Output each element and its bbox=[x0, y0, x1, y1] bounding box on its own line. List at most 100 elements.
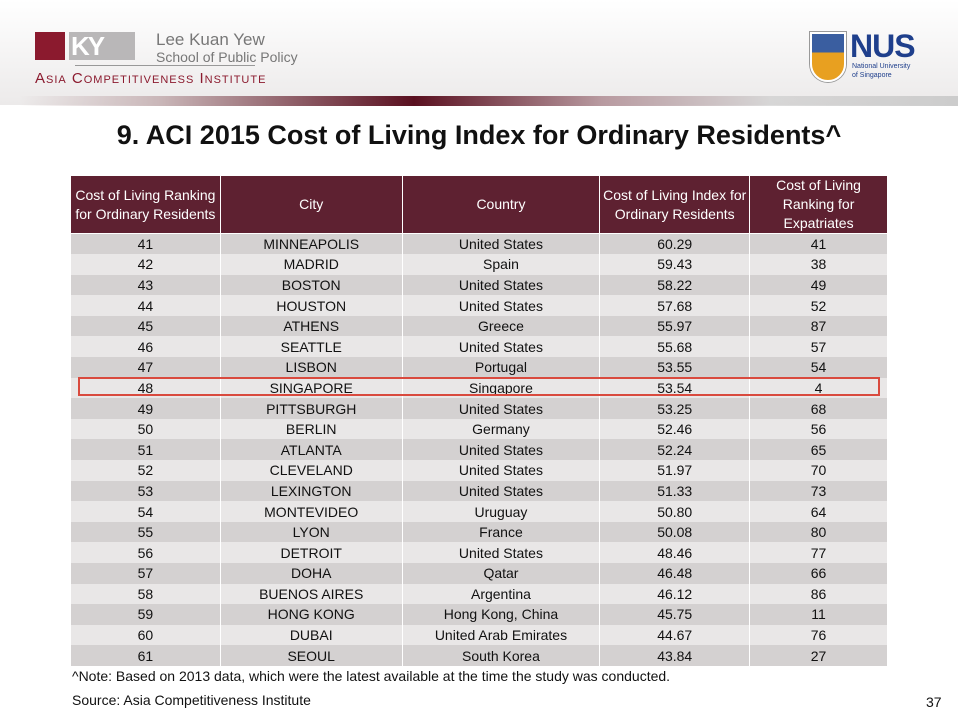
cell-city: MONTEVIDEO bbox=[219, 501, 403, 522]
cell-rank: 47 bbox=[70, 357, 221, 378]
cell-country: United States bbox=[401, 336, 601, 358]
cell-expat-rank: 54 bbox=[749, 357, 888, 378]
cell-country: Argentina bbox=[401, 583, 601, 605]
table-row: 56 DETROIT United States 48.46 77 bbox=[70, 542, 888, 563]
cell-city: LYON bbox=[219, 521, 403, 543]
cell-index: 53.54 bbox=[599, 377, 751, 399]
cell-country: Qatar bbox=[401, 563, 601, 584]
cell-expat-rank: 52 bbox=[749, 295, 888, 316]
slide-title: 9. ACI 2015 Cost of Living Index for Ord… bbox=[116, 120, 842, 150]
cell-city: SINGAPORE bbox=[219, 377, 403, 399]
cell-expat-rank: 80 bbox=[749, 521, 888, 543]
cell-rank: 41 bbox=[70, 233, 221, 255]
cell-city: HONG KONG bbox=[219, 604, 403, 625]
table-header-row: Cost of Living Ranking for Ordinary Resi… bbox=[70, 175, 888, 234]
cell-expat-rank: 76 bbox=[749, 624, 888, 646]
cell-expat-rank: 66 bbox=[749, 563, 888, 584]
cost-of-living-table: Cost of Living Ranking for Ordinary Resi… bbox=[70, 175, 888, 666]
nus-subtitle: National University of Singapore bbox=[852, 62, 910, 80]
cell-rank: 42 bbox=[70, 254, 221, 275]
cell-city: MADRID bbox=[219, 254, 403, 275]
cell-rank: 61 bbox=[70, 645, 221, 666]
cell-city: PITTSBURGH bbox=[219, 398, 403, 419]
lky-school: School of Public Policy bbox=[156, 49, 298, 65]
table-row: 45 ATHENS Greece 55.97 87 bbox=[70, 315, 888, 337]
cell-country: France bbox=[401, 521, 601, 543]
table-row: 61 SEOUL South Korea 43.84 27 bbox=[70, 645, 888, 666]
table-row: 59 HONG KONG Hong Kong, China 45.75 11 bbox=[70, 604, 888, 625]
cell-city: BOSTON bbox=[219, 274, 403, 296]
cell-index: 52.24 bbox=[599, 439, 751, 461]
cell-rank: 51 bbox=[70, 439, 221, 461]
cell-index: 55.68 bbox=[599, 336, 751, 358]
cell-index: 45.75 bbox=[599, 604, 751, 625]
cell-city: CLEVELAND bbox=[219, 460, 403, 481]
cell-country: Hong Kong, China bbox=[401, 604, 601, 625]
col-header-city: City bbox=[219, 175, 403, 234]
cell-rank: 57 bbox=[70, 563, 221, 584]
cell-country: Uruguay bbox=[401, 501, 601, 522]
table-row: 60 DUBAI United Arab Emirates 44.67 76 bbox=[70, 624, 888, 646]
page-number: 37 bbox=[926, 694, 942, 710]
nus-sub-1: National University bbox=[852, 63, 911, 70]
cell-rank: 58 bbox=[70, 583, 221, 605]
table-row: 54 MONTEVIDEO Uruguay 50.80 64 bbox=[70, 501, 888, 522]
col-header-country: Country bbox=[401, 175, 601, 234]
logo-square bbox=[35, 32, 65, 60]
nus-crest-icon bbox=[810, 32, 846, 82]
col-header-expat-rank: Cost of Living Ranking for Expatriates bbox=[749, 175, 888, 234]
cell-expat-rank: 4 bbox=[749, 377, 888, 399]
cell-city: ATHENS bbox=[219, 315, 403, 337]
cell-expat-rank: 27 bbox=[749, 645, 888, 666]
cell-country: United States bbox=[401, 460, 601, 481]
cell-index: 43.84 bbox=[599, 645, 751, 666]
cell-city: SEOUL bbox=[219, 645, 403, 666]
cell-expat-rank: 57 bbox=[749, 336, 888, 358]
cell-expat-rank: 86 bbox=[749, 583, 888, 605]
cell-city: DOHA bbox=[219, 563, 403, 584]
cell-country: Greece bbox=[401, 315, 601, 337]
cell-country: United States bbox=[401, 274, 601, 296]
cell-country: United States bbox=[401, 439, 601, 461]
cell-expat-rank: 56 bbox=[749, 418, 888, 440]
cell-index: 60.29 bbox=[599, 233, 751, 255]
cell-index: 44.67 bbox=[599, 624, 751, 646]
cell-city: LISBON bbox=[219, 357, 403, 378]
table-row: 50 BERLIN Germany 52.46 56 bbox=[70, 418, 888, 440]
cell-country: United States bbox=[401, 295, 601, 316]
cell-city: SEATTLE bbox=[219, 336, 403, 358]
cell-index: 51.33 bbox=[599, 480, 751, 502]
cell-city: HOUSTON bbox=[219, 295, 403, 316]
table-row: 53 LEXINGTON United States 51.33 73 bbox=[70, 480, 888, 502]
cell-city: DETROIT bbox=[219, 542, 403, 563]
cell-index: 55.97 bbox=[599, 315, 751, 337]
cell-index: 53.25 bbox=[599, 398, 751, 419]
cell-index: 58.22 bbox=[599, 274, 751, 296]
cell-city: BUENOS AIRES bbox=[219, 583, 403, 605]
nus-wordmark: NUS bbox=[850, 28, 916, 64]
cell-index: 53.55 bbox=[599, 357, 751, 378]
cell-rank: 50 bbox=[70, 418, 221, 440]
cell-expat-rank: 70 bbox=[749, 460, 888, 481]
nus-sub-2: of Singapore bbox=[852, 72, 892, 79]
source-note: Source: Asia Competitiveness Institute bbox=[72, 692, 311, 708]
cell-rank: 49 bbox=[70, 398, 221, 419]
cell-index: 46.48 bbox=[599, 563, 751, 584]
cell-country: United States bbox=[401, 398, 601, 419]
cell-index: 46.12 bbox=[599, 583, 751, 605]
cell-rank: 48 bbox=[70, 377, 221, 399]
cell-rank: 59 bbox=[70, 604, 221, 625]
header-background bbox=[0, 0, 958, 105]
cell-expat-rank: 65 bbox=[749, 439, 888, 461]
cell-index: 51.97 bbox=[599, 460, 751, 481]
table-row: 57 DOHA Qatar 46.48 66 bbox=[70, 563, 888, 584]
cell-expat-rank: 87 bbox=[749, 315, 888, 337]
table-row: 48 SINGAPORE Singapore 53.54 4 bbox=[70, 377, 888, 399]
cell-index: 59.43 bbox=[599, 254, 751, 275]
cell-expat-rank: 77 bbox=[749, 542, 888, 563]
cell-index: 50.08 bbox=[599, 521, 751, 543]
cell-country: United States bbox=[401, 542, 601, 563]
cell-city: BERLIN bbox=[219, 418, 403, 440]
col-header-rank: Cost of Living Ranking for Ordinary Resi… bbox=[70, 175, 221, 234]
table-row: 47 LISBON Portugal 53.55 54 bbox=[70, 357, 888, 378]
